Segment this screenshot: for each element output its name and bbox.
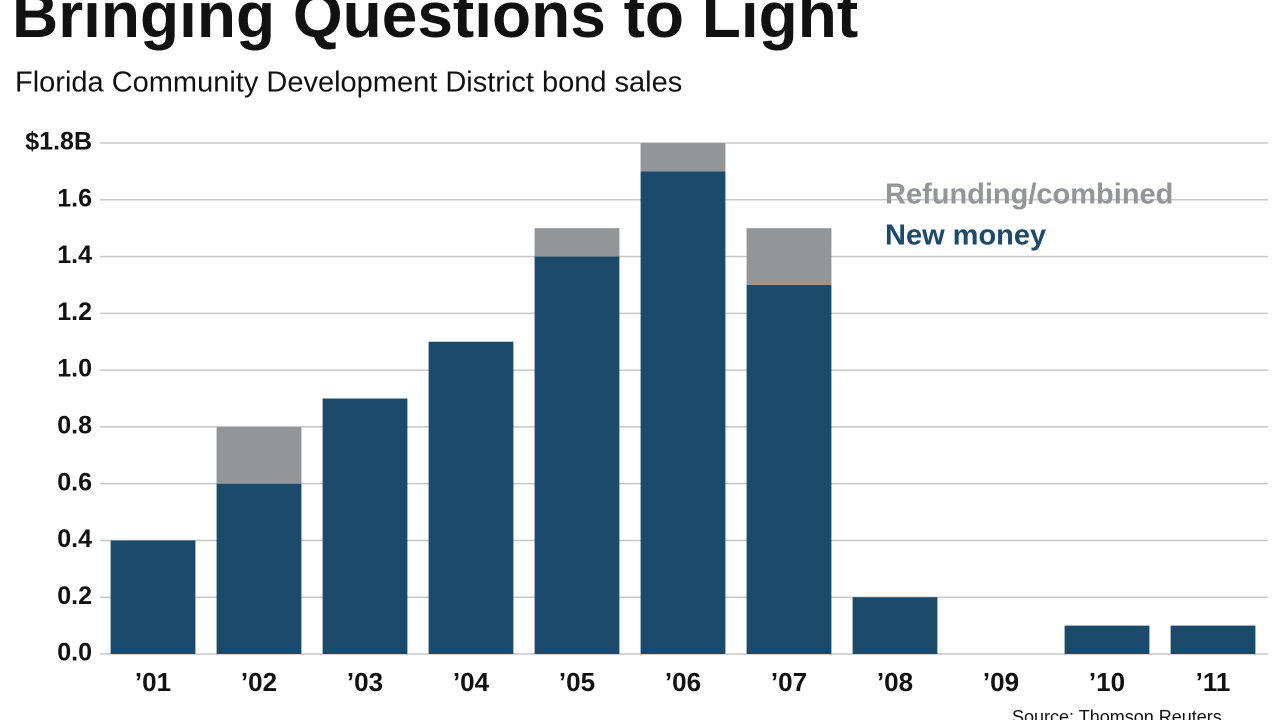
bar-segment [322, 398, 408, 654]
chart-title: Bringing Questions to Light [12, 0, 858, 51]
x-tick-label: ’03 [347, 667, 383, 697]
y-tick-label: $1.8B [25, 128, 92, 156]
bar-segment [216, 426, 302, 484]
x-tick-label: ’10 [1089, 667, 1125, 697]
x-tick-label: ’06 [665, 667, 701, 697]
bar-segment [534, 228, 620, 257]
bar-segment [1170, 625, 1256, 654]
bar-segment [746, 284, 832, 654]
y-tick-label: 1.4 [57, 241, 92, 269]
bar-segment [110, 540, 196, 654]
x-tick-label: ’07 [771, 667, 807, 697]
y-tick-label: 1.2 [57, 298, 92, 326]
x-tick-label: ’04 [453, 667, 490, 697]
bar-segment [640, 171, 726, 654]
bar-segment [428, 341, 514, 654]
bar-segment [216, 483, 302, 654]
y-tick-label: 0.0 [57, 639, 92, 667]
x-tick-label: ’11 [1196, 667, 1231, 697]
x-tick-label: ’08 [877, 667, 913, 697]
y-tick-label: 0.8 [57, 411, 92, 439]
x-tick-label: ’09 [983, 667, 1019, 697]
y-tick-label: 0.6 [57, 468, 92, 496]
y-tick-label: 1.6 [57, 184, 92, 212]
x-tick-label: ’01 [135, 667, 171, 697]
y-tick-label: 1.0 [57, 355, 92, 383]
bar-segment [852, 597, 938, 654]
bar-segment [640, 143, 726, 172]
x-tick-label: ’05 [559, 667, 595, 697]
legend-label: New money [885, 220, 1046, 252]
source: Source: Thomson Reuters [1012, 707, 1222, 720]
legend-label: Refunding/combined [885, 179, 1173, 211]
y-tick-label: 0.2 [57, 582, 92, 610]
bar-segment [534, 256, 620, 654]
y-tick-label: 0.4 [57, 525, 92, 553]
bar-segment [1064, 625, 1150, 654]
x-tick-label: ’02 [241, 667, 277, 697]
chart-subtitle: Florida Community Development District b… [15, 67, 682, 99]
bar-segment [746, 228, 832, 285]
